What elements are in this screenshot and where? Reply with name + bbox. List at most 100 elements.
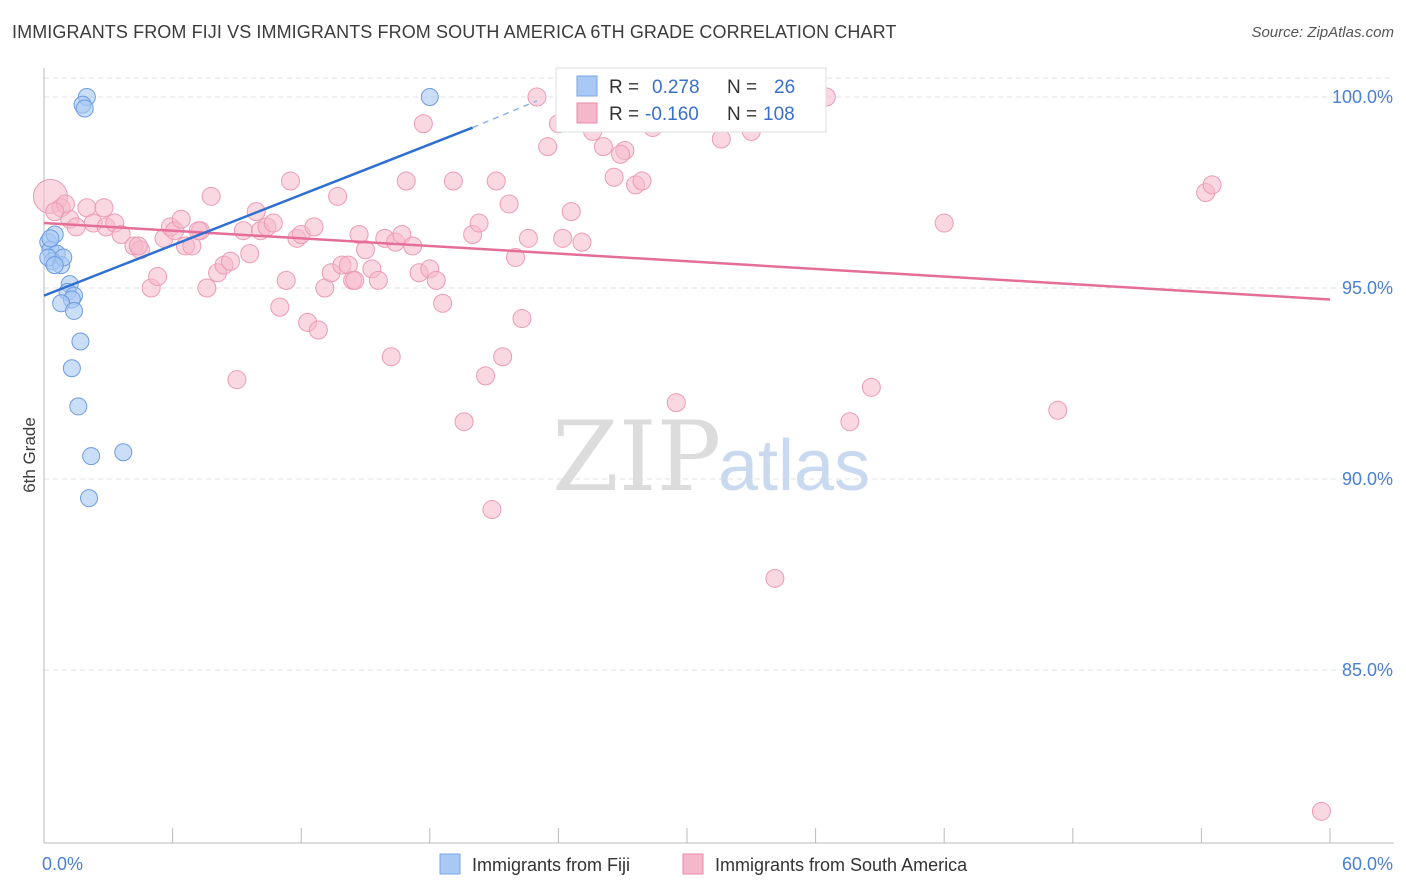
point-south-america [270, 297, 290, 317]
point-south-america [263, 213, 283, 233]
point-south-america [368, 270, 388, 290]
point-south-america [572, 232, 592, 252]
legend-r-label-sa: R = [609, 104, 639, 125]
point-south-america [1311, 801, 1331, 821]
point-south-america [765, 568, 785, 588]
point-south-america [227, 370, 247, 390]
watermark-zip: ZIP [552, 401, 721, 513]
point-south-america [632, 171, 652, 191]
point-fiji [75, 99, 94, 118]
legend-r-value-fiji: 0.278 [652, 77, 700, 98]
point-south-america [396, 171, 416, 191]
point-south-america [561, 202, 581, 222]
point-south-america [308, 320, 328, 340]
point-south-america [861, 377, 881, 397]
point-south-america [538, 137, 558, 157]
legend-n-value-sa: 108 [763, 104, 795, 125]
series-legend: Immigrants from Fiji Immigrants from Sou… [439, 853, 968, 875]
y-tick-label: 90.0% [1342, 469, 1393, 489]
point-south-america [1202, 175, 1222, 195]
point-fiji [420, 88, 439, 106]
point-fiji [71, 332, 90, 351]
trend-line-fiji-extension [472, 100, 538, 129]
point-south-america [469, 213, 489, 233]
bottom-legend-swatch-sa [682, 853, 704, 875]
point-fiji [41, 229, 60, 248]
point-south-america [111, 225, 131, 245]
point-south-america [433, 293, 453, 313]
point-south-america [233, 221, 253, 241]
point-south-america [45, 202, 65, 222]
trend-line-south-america [43, 221, 1331, 301]
point-south-america [512, 309, 532, 329]
grid-lines [44, 77, 1394, 671]
point-fiji [45, 256, 64, 275]
point-south-america [220, 251, 240, 271]
point-fiji [82, 447, 101, 466]
point-south-america [276, 270, 296, 290]
legend-r-value-sa: -0.160 [645, 104, 699, 125]
legend-r-label-fiji: R = [609, 77, 639, 98]
point-south-america [413, 114, 433, 134]
y-axis-label: 6th Grade [20, 417, 39, 493]
point-fiji [62, 359, 81, 378]
chart-title: IMMIGRANTS FROM FIJI VS IMMIGRANTS FROM … [12, 22, 897, 42]
legend-swatch-sa [576, 102, 598, 124]
point-south-america [486, 171, 506, 191]
bottom-legend-label-sa: Immigrants from South America [715, 855, 968, 875]
watermark-atlas: atlas [718, 426, 870, 506]
point-south-america [197, 278, 217, 298]
point-south-america [934, 213, 954, 233]
point-fiji [80, 489, 99, 508]
point-south-america [171, 209, 191, 229]
point-south-america [506, 247, 526, 267]
bottom-legend-label-fiji: Immigrants from Fiji [472, 855, 630, 875]
legend-box [555, 67, 827, 133]
point-south-america [454, 412, 474, 432]
point-south-america [476, 366, 496, 386]
point-south-america [482, 500, 502, 520]
legend-n-label-fiji: N = [727, 77, 757, 98]
x-tick-label: 60.0% [1342, 854, 1393, 874]
bottom-legend-swatch-fiji [439, 853, 461, 875]
point-south-america [1048, 400, 1068, 420]
point-south-america [128, 236, 148, 256]
point-south-america [426, 270, 446, 290]
legend-n-label-sa: N = [727, 104, 757, 125]
y-tick-label: 100.0% [1332, 87, 1393, 107]
point-south-america [604, 167, 624, 187]
point-south-america [328, 186, 348, 206]
trend-lines [43, 100, 1331, 301]
point-south-america [148, 267, 168, 287]
point-south-america [593, 137, 613, 157]
point-south-america [553, 228, 573, 248]
correlation-legend: R = 0.278 N = 26 R = -0.160 N = 108 [555, 67, 827, 133]
trend-line-fiji [43, 126, 474, 297]
legend-n-value-fiji: 26 [774, 77, 795, 98]
source-credit: Source: ZipAtlas.com [1251, 24, 1394, 41]
point-south-america [66, 217, 86, 237]
point-south-america [381, 347, 401, 367]
point-south-america [304, 217, 324, 237]
point-south-america [94, 198, 114, 218]
point-fiji [65, 301, 84, 320]
y-tick-label: 95.0% [1342, 278, 1393, 298]
point-south-america [711, 129, 731, 149]
point-south-america [280, 171, 300, 191]
x-tick-label: 0.0% [42, 854, 83, 874]
point-south-america [356, 240, 375, 260]
point-south-america [443, 171, 463, 191]
point-south-america [840, 412, 860, 432]
point-south-america [201, 186, 221, 206]
point-south-america [493, 347, 513, 367]
point-south-america [499, 194, 519, 214]
point-fiji [69, 397, 88, 416]
x-tick-labels: 0.0% 60.0% [42, 828, 1393, 874]
y-tick-label: 85.0% [1342, 660, 1393, 680]
point-south-america [666, 393, 686, 413]
point-south-america [611, 144, 631, 164]
series-fiji-points [39, 88, 439, 508]
y-tick-labels: 100.0% 95.0% 90.0% 85.0% [1332, 87, 1393, 680]
point-fiji [114, 443, 133, 462]
